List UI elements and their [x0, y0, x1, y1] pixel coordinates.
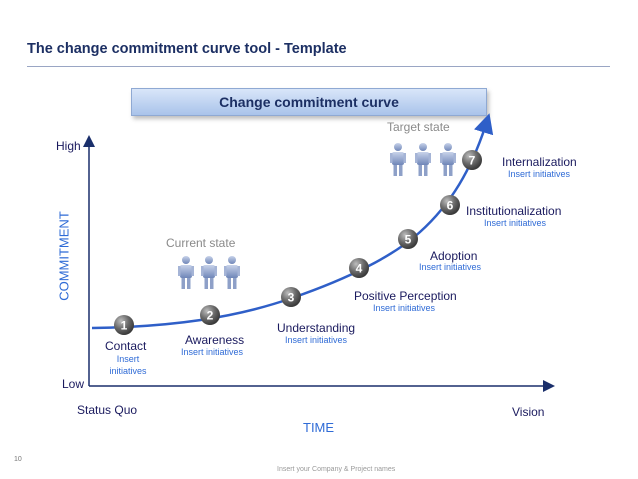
stage-6-initiatives: Insert initiatives: [484, 218, 547, 228]
stage-marker-3: 3: [281, 287, 301, 307]
current-state-label: Current state: [166, 236, 236, 250]
stage-marker-6: 6: [440, 195, 460, 215]
y-axis-title: COMMITMENT: [56, 211, 72, 301]
x-axis-title: TIME: [303, 420, 335, 435]
diagram-banner: Change commitment curve: [131, 88, 487, 116]
person-icon: [440, 143, 456, 176]
y-axis-low-label: Low: [62, 377, 85, 391]
footer-note: Insert your Company & Project names: [277, 466, 396, 473]
stage-marker-4: 4: [349, 258, 369, 278]
stage-2-name: Awareness: [185, 333, 245, 347]
target-state-people: [390, 143, 456, 176]
stage-number: 7: [469, 154, 476, 168]
stage-number: 6: [447, 199, 454, 213]
stage-marker-5: 5: [398, 229, 418, 249]
stage-7-initiatives: Insert initiatives: [508, 169, 571, 179]
stage-number: 4: [356, 262, 363, 276]
page-number: 10: [14, 456, 22, 463]
current-state-people: [178, 256, 240, 289]
stage-4-name: Positive Perception: [354, 289, 457, 303]
stage-6-name: Institutionalization: [466, 204, 562, 218]
stage-number: 3: [288, 291, 295, 305]
stage-marker-7: 7: [462, 150, 482, 170]
title-divider: [27, 66, 610, 67]
x-axis-end-label: Vision: [512, 405, 545, 419]
stage-number: 1: [121, 319, 128, 333]
stage-5-name: Adoption: [430, 249, 478, 263]
stage-1-initiatives: Insert initiatives: [109, 354, 147, 376]
stage-3-name: Understanding: [277, 321, 356, 335]
stage-number: 2: [207, 309, 214, 323]
x-axis-start-label: Status Quo: [77, 403, 138, 417]
stage-marker-2: 2: [200, 305, 220, 325]
stage-7-name: Internalization: [502, 155, 577, 169]
stage-4-initiatives: Insert initiatives: [373, 303, 436, 313]
slide-title: The change commitment curve tool - Templ…: [27, 41, 347, 57]
person-icon: [224, 256, 240, 289]
stage-5-initiatives: Insert initiatives: [419, 262, 482, 272]
stage-number: 5: [405, 233, 412, 247]
person-icon: [390, 143, 406, 176]
target-state-label: Target state: [387, 120, 450, 134]
person-icon: [178, 256, 194, 289]
person-icon: [201, 256, 217, 289]
stage-2-initiatives: Insert initiatives: [181, 347, 244, 357]
stage-1-name: Contact: [105, 339, 147, 353]
stage-marker-1: 1: [114, 315, 134, 335]
y-axis-high-label: High: [56, 139, 81, 153]
stage-3-initiatives: Insert initiatives: [285, 335, 348, 345]
person-icon: [415, 143, 431, 176]
